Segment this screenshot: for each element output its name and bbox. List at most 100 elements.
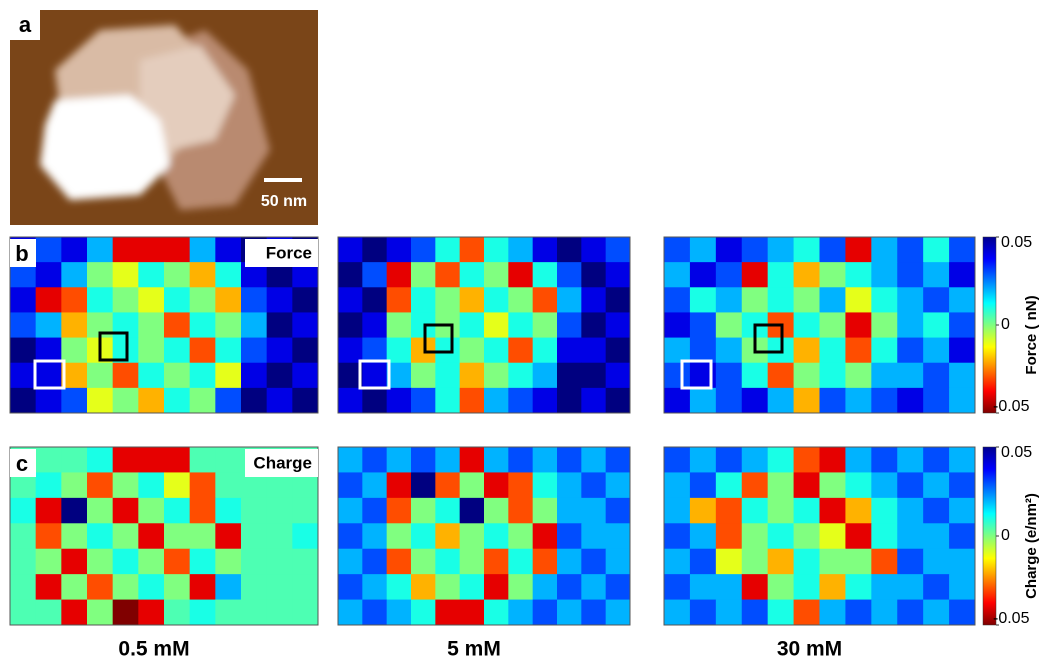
heatmap-cell: [338, 447, 363, 473]
heatmap-cell: [533, 287, 558, 313]
heatmap-cell: [716, 262, 742, 288]
heatmap-cell: [460, 498, 485, 524]
heatmap-cell: [871, 549, 897, 575]
heatmap-cell: [292, 338, 318, 364]
heatmap-cell: [484, 312, 509, 338]
heatmap-cell: [557, 363, 582, 389]
heatmap-cell: [581, 237, 606, 263]
heatmap-cell: [61, 498, 87, 524]
heatmap-cell: [768, 447, 794, 473]
heatmap-cell: [61, 262, 87, 288]
heatmap-cell: [716, 600, 742, 626]
heatmap-cell: [820, 447, 846, 473]
heatmap-cell: [10, 363, 36, 389]
heatmap-cell: [387, 388, 412, 414]
colorbar-tick-label: 0.05: [1001, 444, 1032, 461]
heatmap-cell: [387, 237, 412, 263]
heatmap-cell: [411, 447, 436, 473]
heatmap-cell: [820, 287, 846, 313]
heatmap-cell: [215, 523, 241, 549]
heatmap-cell: [362, 363, 387, 389]
heatmap-cell: [533, 472, 558, 498]
heatmap-cell: [768, 388, 794, 414]
heatmap-cell: [794, 338, 820, 364]
heatmap-cell: [36, 549, 62, 575]
heatmap-cell: [845, 574, 871, 600]
heatmap-cell: [362, 447, 387, 473]
heatmap-cell: [215, 338, 241, 364]
heatmap-cell: [768, 523, 794, 549]
heatmap-cell: [190, 338, 216, 364]
heatmap-cell: [949, 447, 975, 473]
heatmap-cell: [61, 447, 87, 473]
heatmap-cell: [923, 287, 949, 313]
heatmap-cell: [664, 498, 690, 524]
heatmap-cell: [484, 549, 509, 575]
heatmap-cell: [215, 312, 241, 338]
heatmap-cell: [338, 287, 363, 313]
heatmap-cell: [36, 363, 62, 389]
heatmap-cell: [742, 262, 768, 288]
heatmap-cell: [113, 472, 139, 498]
heatmap-cell: [411, 287, 436, 313]
heatmap-cell: [61, 388, 87, 414]
heatmap-cell: [820, 523, 846, 549]
heatmap-cell: [768, 498, 794, 524]
heatmap-cell: [871, 523, 897, 549]
heatmap-cell: [690, 447, 716, 473]
heatmap-cell: [581, 388, 606, 414]
heatmap-cell: [742, 388, 768, 414]
heatmap-cell: [241, 312, 267, 338]
heatmap-cell: [557, 447, 582, 473]
heatmap-cell: [742, 363, 768, 389]
heatmap-cell: [508, 472, 533, 498]
heatmap-cell: [362, 523, 387, 549]
heatmap-cell: [508, 237, 533, 263]
heatmap-cell: [690, 237, 716, 263]
heatmap-cell: [581, 600, 606, 626]
heatmap-cell: [138, 447, 164, 473]
heatmap-cell: [190, 472, 216, 498]
heatmap-cell: [36, 523, 62, 549]
heatmap-cell: [411, 237, 436, 263]
heatmap-cell: [581, 523, 606, 549]
heatmap-cell: [362, 237, 387, 263]
heatmap-cell: [215, 600, 241, 626]
heatmap-cell: [36, 338, 62, 364]
heatmap-cell: [292, 523, 318, 549]
heatmap-cell: [387, 472, 412, 498]
heatmap-cell: [362, 287, 387, 313]
heatmap-cell: [10, 574, 36, 600]
heatmap-cell: [190, 287, 216, 313]
colorbar-tick-label: -0.05: [993, 398, 1030, 415]
heatmap-cell: [190, 447, 216, 473]
heatmap-cell: [557, 338, 582, 364]
heatmap-cell: [10, 388, 36, 414]
heatmap-cell: [716, 388, 742, 414]
heatmap-cell: [871, 498, 897, 524]
heatmap-cell: [61, 600, 87, 626]
heatmap-cell: [241, 363, 267, 389]
heatmap-cell: [190, 574, 216, 600]
heatmap-cell: [113, 388, 139, 414]
heatmap-cell: [845, 363, 871, 389]
heatmap-cell: [557, 600, 582, 626]
heatmap-cell: [508, 287, 533, 313]
heatmap-cell: [138, 472, 164, 498]
heatmap-cell: [871, 600, 897, 626]
heatmap-cell: [606, 312, 631, 338]
heatmap-cell: [716, 287, 742, 313]
heatmap-cell: [36, 472, 62, 498]
heatmap-cell: [435, 574, 460, 600]
heatmap-cell: [138, 523, 164, 549]
heatmap-cell: [871, 447, 897, 473]
heatmap-cell: [845, 312, 871, 338]
heatmap-cell: [215, 388, 241, 414]
heatmap-cell: [871, 363, 897, 389]
heatmap-cell: [387, 338, 412, 364]
heatmap-cell: [267, 312, 293, 338]
heatmap-cell: [557, 523, 582, 549]
heatmap-cell: [716, 237, 742, 263]
heatmap-cell: [435, 523, 460, 549]
heatmap-cell: [87, 447, 113, 473]
